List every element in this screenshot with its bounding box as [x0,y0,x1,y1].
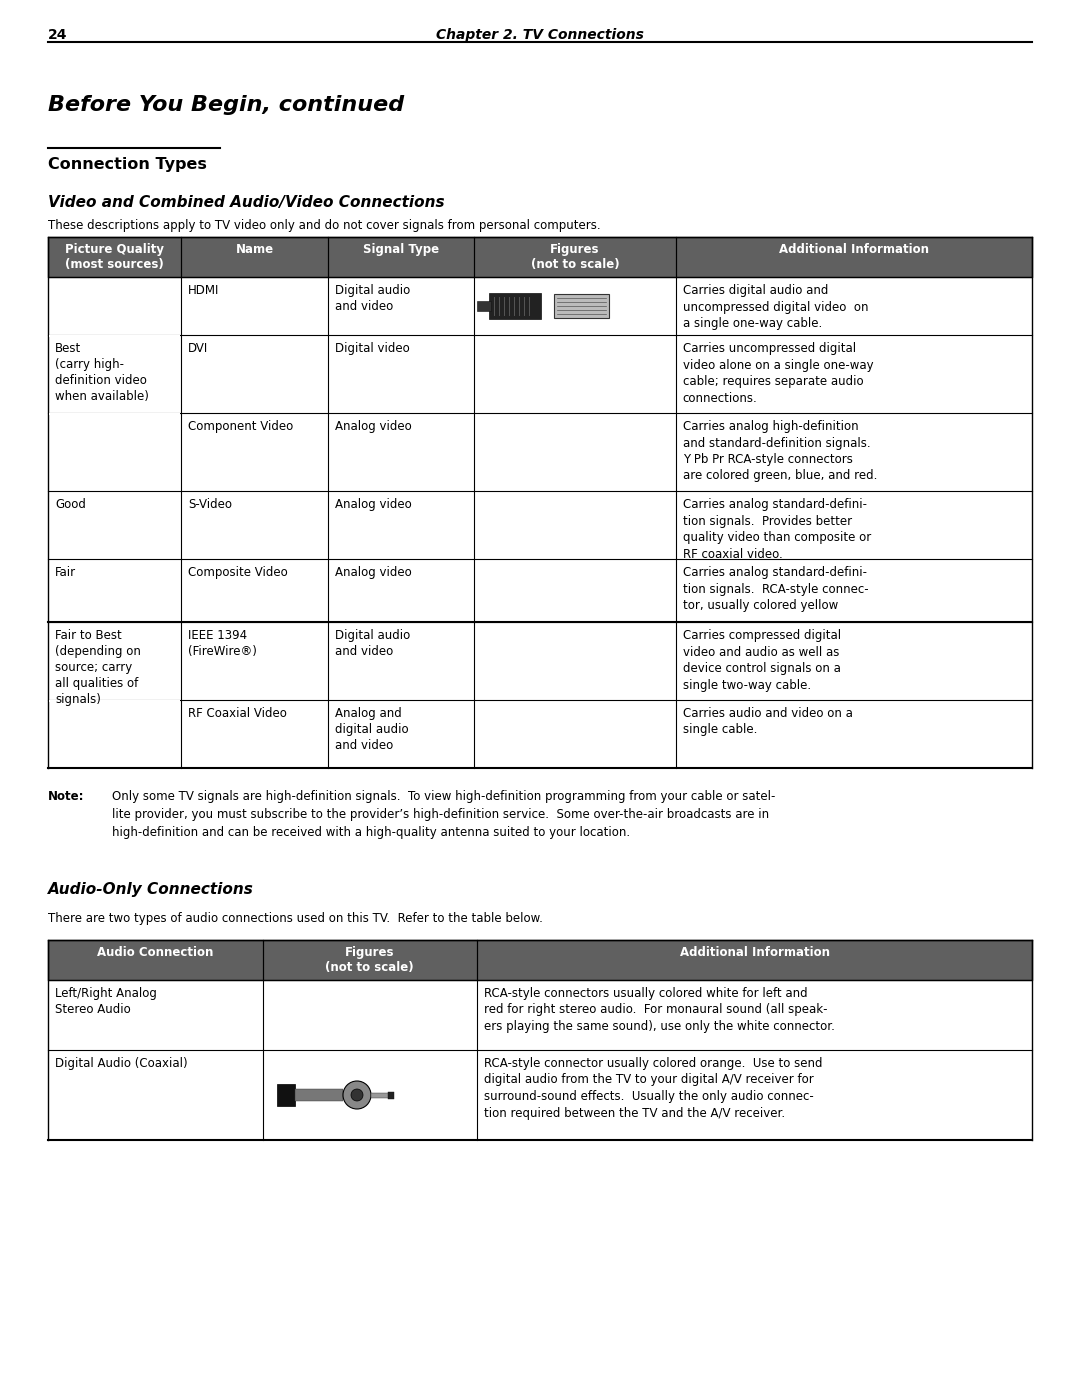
Text: Audio-Only Connections: Audio-Only Connections [48,882,254,897]
Text: Carries analog standard-defini-
tion signals.  Provides better
quality video tha: Carries analog standard-defini- tion sig… [683,497,872,560]
Text: Analog video: Analog video [336,497,413,511]
Text: Figures
(not to scale): Figures (not to scale) [530,243,619,271]
Text: Name: Name [235,243,273,256]
Text: Component Video: Component Video [188,420,293,433]
Text: Carries digital audio and
uncompressed digital video  on
a single one-way cable.: Carries digital audio and uncompressed d… [683,284,868,330]
Text: Before You Begin, continued: Before You Begin, continued [48,95,404,115]
Text: Fair: Fair [55,566,76,578]
Bar [48,237,1032,277]
Text: Best
(carry high-
definition video
when available): Best (carry high- definition video when … [55,342,149,402]
Text: RCA-style connectors usually colored white for left and
red for right stereo aud: RCA-style connectors usually colored whi… [484,988,835,1032]
Text: Only some TV signals are high-definition signals.  To view high-definition progr: Only some TV signals are high-definition… [112,789,775,840]
Text: Digital Audio (Coaxial): Digital Audio (Coaxial) [55,1058,188,1070]
Text: Digital video: Digital video [336,342,410,355]
Text: S-Video: S-Video [188,497,232,511]
Bar [276,1084,295,1106]
Text: Connection Types: Connection Types [48,156,207,172]
Text: Analog and
digital audio
and video: Analog and digital audio and video [336,707,409,752]
Text: Left/Right Analog
Stereo Audio: Left/Right Analog Stereo Audio [55,988,157,1016]
Bar [372,1092,389,1098]
Text: Analog video: Analog video [336,420,413,433]
Text: Signal Type: Signal Type [363,243,440,256]
Text: Video and Combined Audio/Video Connections: Video and Combined Audio/Video Connectio… [48,196,445,210]
Text: Chapter 2. TV Connections: Chapter 2. TV Connections [436,28,644,42]
Text: Digital audio
and video: Digital audio and video [336,629,410,658]
Bar [295,1090,343,1101]
Text: Carries uncompressed digital
video alone on a single one-way
cable; requires sep: Carries uncompressed digital video alone… [683,342,874,405]
Text: Composite Video: Composite Video [188,566,287,578]
Bar [48,940,1032,981]
Text: Carries compressed digital
video and audio as well as
device control signals on : Carries compressed digital video and aud… [683,629,841,692]
Bar [489,293,541,319]
Text: Fair to Best
(depending on
source; carry
all qualities of
signals): Fair to Best (depending on source; carry… [55,629,140,705]
Text: IEEE 1394
(FireWire®): IEEE 1394 (FireWire®) [188,629,257,658]
Bar [49,335,180,337]
Text: Carries analog high-definition
and standard-definition signals.
Y Pb Pr RCA-styl: Carries analog high-definition and stand… [683,420,877,482]
Text: Audio Connection: Audio Connection [97,946,214,958]
Text: Carries analog standard-defini-
tion signals.  RCA-style connec-
tor, usually co: Carries analog standard-defini- tion sig… [683,566,868,612]
Circle shape [351,1090,363,1101]
Text: 24: 24 [48,28,67,42]
Text: RCA-style connector usually colored orange.  Use to send
digital audio from the : RCA-style connector usually colored oran… [484,1058,823,1119]
Text: RF Coaxial Video: RF Coaxial Video [188,707,286,719]
Circle shape [343,1081,372,1109]
Text: Note:: Note: [48,789,84,803]
Text: There are two types of audio connections used on this TV.  Refer to the table be: There are two types of audio connections… [48,912,543,925]
Text: Additional Information: Additional Information [779,243,929,256]
Text: Good: Good [55,497,86,511]
Bar [554,293,609,319]
Text: Picture Quality
(most sources): Picture Quality (most sources) [65,243,164,271]
Text: Analog video: Analog video [336,566,413,578]
Text: DVI: DVI [188,342,208,355]
Text: Figures
(not to scale): Figures (not to scale) [325,946,414,974]
Text: Additional Information: Additional Information [679,946,829,958]
Text: Digital audio
and video: Digital audio and video [336,284,410,313]
Text: Carries audio and video on a
single cable.: Carries audio and video on a single cabl… [683,707,853,736]
Bar [49,414,180,415]
Text: HDMI: HDMI [188,284,219,298]
Bar [477,300,491,312]
Bar [49,700,180,703]
Text: These descriptions apply to TV video only and do not cover signals from personal: These descriptions apply to TV video onl… [48,219,600,232]
Bar [388,1092,394,1099]
